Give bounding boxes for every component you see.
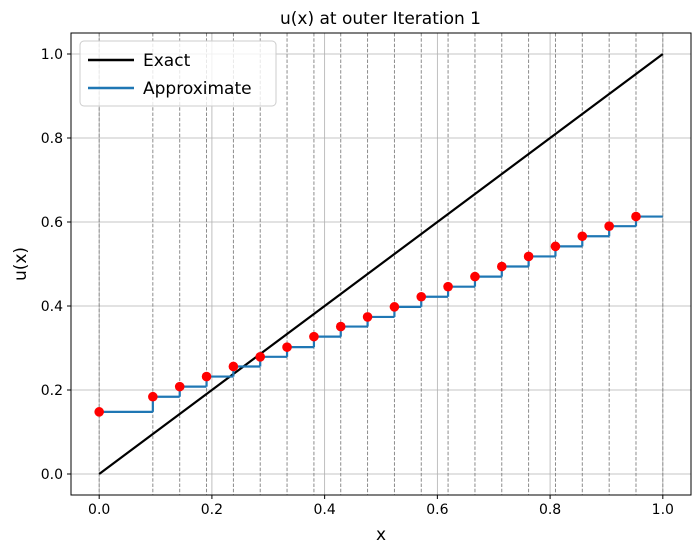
- y-axis-ticks: 0.0 0.2 0.4 0.6 0.8 1.0: [41, 47, 71, 483]
- marker-point-16: [550, 241, 561, 252]
- x-tick-label-1: 0.2: [201, 502, 223, 518]
- marker-point-13: [470, 271, 480, 282]
- marker-point-2: [174, 381, 185, 392]
- marker-point-6: [282, 342, 292, 352]
- legend-box: [79, 40, 277, 107]
- x-tick-label-2: 0.4: [314, 502, 336, 518]
- legend-label-exact: Exact: [143, 51, 191, 71]
- series-exact-line: [98, 53, 664, 475]
- x-axis-ticks: 0.0 0.2 0.4 0.6 0.8 1.0: [88, 495, 674, 518]
- series-layer: [94, 53, 664, 475]
- marker-point-9: [362, 312, 373, 322]
- y-tick-label-5: 1.0: [41, 47, 63, 63]
- plot-frame: [70, 32, 692, 496]
- x-tick-label-0: 0.0: [88, 502, 110, 518]
- x-axis-label: x: [376, 525, 386, 545]
- plot-area: [70, 32, 692, 496]
- x-tick-label-3: 0.6: [426, 502, 448, 518]
- marker-point-10: [389, 302, 400, 312]
- x-tick-label-4: 0.8: [539, 502, 561, 518]
- y-axis-label: u(x): [11, 247, 31, 281]
- marker-point-1: [148, 391, 158, 402]
- marker-point-5: [255, 352, 266, 362]
- y-tick-label-1: 0.2: [41, 383, 63, 399]
- marker-point-4: [228, 361, 239, 372]
- y-tick-label-3: 0.6: [41, 215, 63, 231]
- chart-title: u(x) at outer Iteration 1: [280, 9, 481, 29]
- marker-point-14: [496, 261, 507, 272]
- legend: Exact Approximate: [79, 40, 277, 107]
- marker-point-12: [443, 281, 453, 292]
- y-tick-label-0: 0.0: [41, 467, 63, 483]
- marker-point-8: [335, 321, 346, 332]
- marker-point-18: [604, 221, 614, 231]
- marker-point-11: [416, 291, 427, 302]
- breakpoint-lines: [98, 33, 664, 495]
- marker-point-3: [201, 371, 212, 382]
- y-tick-label-2: 0.4: [41, 299, 63, 315]
- x-tick-label-5: 1.0: [652, 502, 674, 518]
- marker-point-19: [631, 211, 641, 222]
- marker-point-0: [94, 407, 104, 417]
- marker-point-7: [309, 331, 319, 342]
- marker-point-15: [523, 251, 534, 262]
- y-tick-label-4: 0.8: [41, 131, 63, 147]
- marker-point-17: [577, 231, 588, 242]
- legend-label-approximate: Approximate: [143, 79, 252, 99]
